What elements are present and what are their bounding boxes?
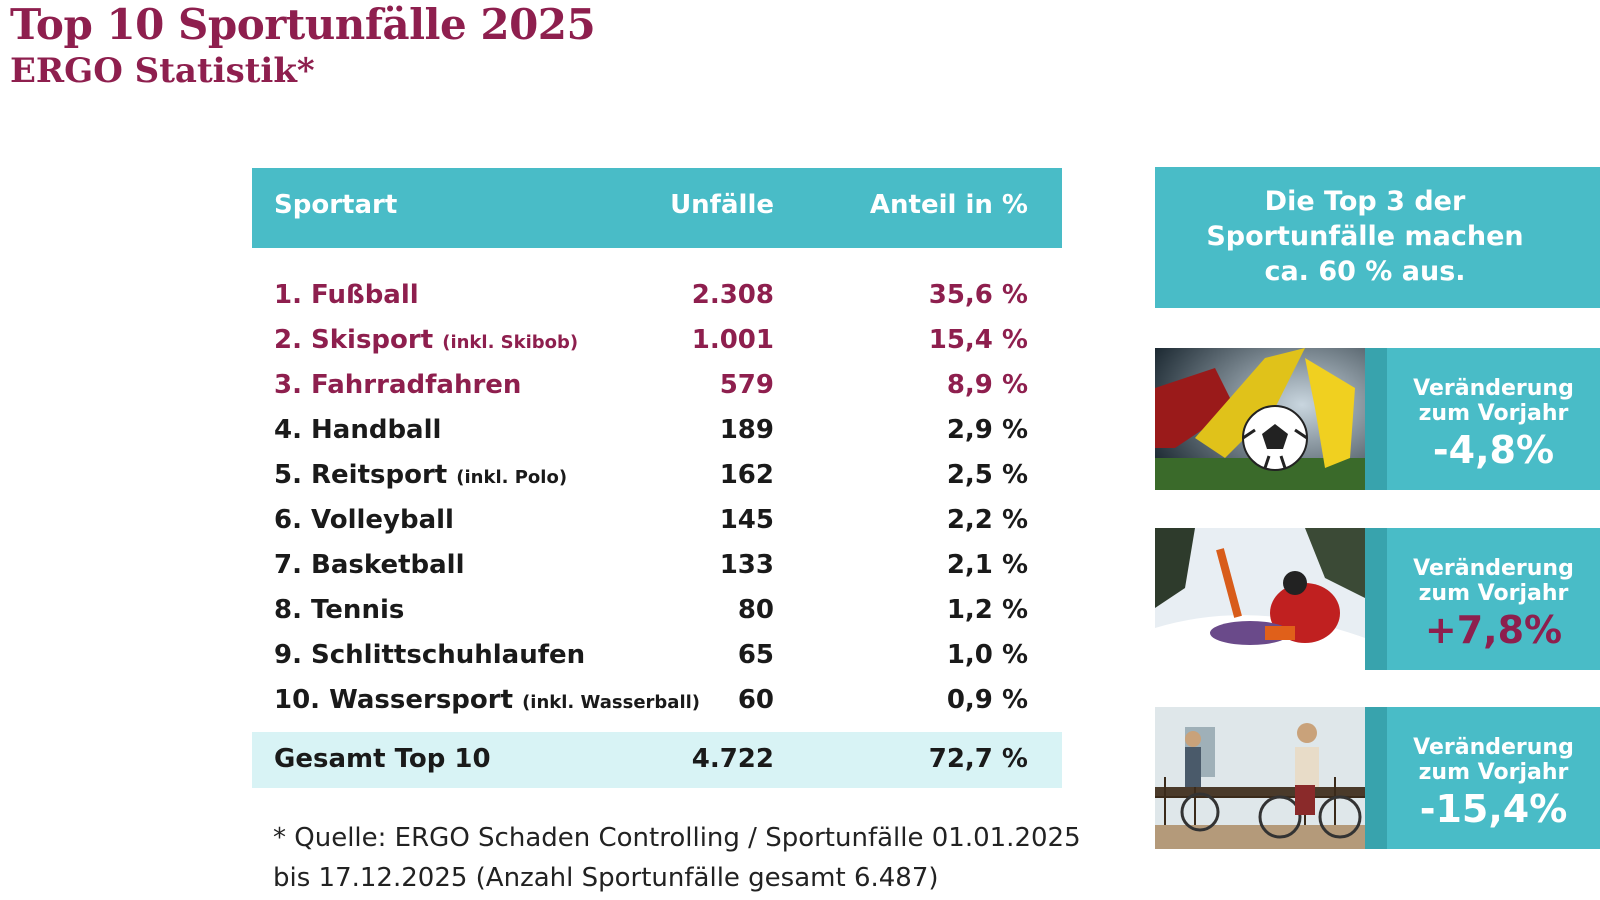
card-stripe bbox=[1365, 528, 1387, 670]
row-unfaelle: 145 bbox=[719, 505, 774, 535]
row-sport-name: 1. Fußball bbox=[274, 280, 419, 310]
card-stripe bbox=[1365, 348, 1387, 490]
change-value: -4,8% bbox=[1432, 428, 1555, 472]
change-label-line-1: Veränderung bbox=[1413, 376, 1574, 401]
change-label: Veränderung zum Vorjahr bbox=[1387, 735, 1600, 785]
row-sport-note: (inkl. Skibob) bbox=[442, 332, 579, 353]
source-line-2: bis 17.12.2025 (Anzahl Sportunfälle gesa… bbox=[273, 863, 939, 893]
row-unfaelle: 60 bbox=[737, 685, 774, 715]
row-sport-name: 5. Reitsport bbox=[274, 460, 448, 490]
table-row: 9. Schlittschuhlaufen 65 1,0 % bbox=[252, 632, 1062, 677]
change-label-line-2: zum Vorjahr bbox=[1418, 760, 1569, 785]
table-row: 10. Wassersport (inkl. Wasserball) 60 0,9 … bbox=[252, 677, 1062, 722]
table-row: 4. Handball 189 2,9 % bbox=[252, 407, 1062, 452]
row-sport-name: 3. Fahrradfahren bbox=[274, 370, 522, 400]
row-sportart: 5. Reitsport (inkl. Polo) bbox=[274, 460, 567, 490]
row-anteil: 8,9 % bbox=[946, 370, 1028, 400]
change-label-line-2: zum Vorjahr bbox=[1418, 581, 1569, 606]
table-header: Sportart Unfälle Anteil in % bbox=[252, 168, 1062, 248]
page-title: Top 10 Sportunfälle 2025 bbox=[10, 0, 596, 49]
callout-line-2: Sportunfälle machen bbox=[1206, 221, 1524, 252]
row-sportart: 2. Skisport (inkl. Skibob) bbox=[274, 325, 578, 355]
row-sportart: 6. Volleyball bbox=[274, 505, 454, 535]
table-row: 3. Fahrradfahren 579 8,9 % bbox=[252, 362, 1062, 407]
source-line-1: * Quelle: ERGO Schaden Controlling / Spo… bbox=[273, 823, 1081, 853]
table-body: 1. Fußball 2.308 35,6 % 2. Skisport (inkl. … bbox=[252, 272, 1062, 722]
total-row: Gesamt Top 10 4.722 72,7 % bbox=[252, 732, 1062, 788]
skisport-photo bbox=[1155, 528, 1365, 670]
change-card-fussball: Veränderung zum Vorjahr -4,8% bbox=[1155, 348, 1600, 490]
change-label-line-1: Veränderung bbox=[1413, 735, 1574, 760]
row-unfaelle: 2.308 bbox=[691, 280, 774, 310]
row-anteil: 2,9 % bbox=[946, 415, 1028, 445]
row-sport-name: 2. Skisport bbox=[274, 325, 434, 355]
change-card-skisport: Veränderung zum Vorjahr +7,8% bbox=[1155, 528, 1600, 670]
total-anteil: 72,7 % bbox=[928, 744, 1028, 774]
row-unfaelle: 133 bbox=[719, 550, 774, 580]
change-value: -15,4% bbox=[1419, 787, 1568, 831]
row-unfaelle: 80 bbox=[737, 595, 774, 625]
total-label: Gesamt Top 10 bbox=[274, 744, 491, 774]
table-row: 5. Reitsport (inkl. Polo) 162 2,5 % bbox=[252, 452, 1062, 497]
row-sportart: 9. Schlittschuhlaufen bbox=[274, 640, 585, 670]
row-sport-name: 9. Schlittschuhlaufen bbox=[274, 640, 586, 670]
row-sport-note: (inkl. Polo) bbox=[456, 467, 568, 488]
card-stripe bbox=[1365, 707, 1387, 849]
row-unfaelle: 1.001 bbox=[691, 325, 774, 355]
row-anteil: 2,2 % bbox=[946, 505, 1028, 535]
header-sportart: Sportart bbox=[274, 190, 398, 220]
change-label-line-2: zum Vorjahr bbox=[1418, 401, 1569, 426]
fussball-photo bbox=[1155, 348, 1365, 490]
row-sport-name: 10. Wassersport bbox=[274, 685, 514, 715]
table-row: 7. Basketball 133 2,1 % bbox=[252, 542, 1062, 587]
table-row: 8. Tennis 80 1,2 % bbox=[252, 587, 1062, 632]
row-anteil: 2,1 % bbox=[946, 550, 1028, 580]
row-sport-name: 4. Handball bbox=[274, 415, 442, 445]
row-anteil: 0,9 % bbox=[946, 685, 1028, 715]
row-anteil: 2,5 % bbox=[946, 460, 1028, 490]
change-value: +7,8% bbox=[1424, 608, 1563, 652]
row-unfaelle: 189 bbox=[719, 415, 774, 445]
row-anteil: 1,0 % bbox=[946, 640, 1028, 670]
row-unfaelle: 579 bbox=[719, 370, 774, 400]
fahrrad-photo bbox=[1155, 707, 1365, 849]
row-anteil: 15,4 % bbox=[928, 325, 1028, 355]
table-row: 1. Fußball 2.308 35,6 % bbox=[252, 272, 1062, 317]
source-note: * Quelle: ERGO Schaden Controlling / Spo… bbox=[273, 818, 1093, 898]
change-label: Veränderung zum Vorjahr bbox=[1387, 556, 1600, 606]
top3-callout: Die Top 3 der Sportunfälle machen ca. 60… bbox=[1155, 167, 1600, 308]
row-sport-name: 8. Tennis bbox=[274, 595, 405, 625]
callout-line-3: ca. 60 % aus. bbox=[1264, 256, 1466, 287]
total-unfaelle: 4.722 bbox=[691, 744, 774, 774]
row-anteil: 35,6 % bbox=[928, 280, 1028, 310]
row-unfaelle: 65 bbox=[737, 640, 774, 670]
page-subtitle: ERGO Statistik* bbox=[10, 51, 315, 91]
row-sportart: 4. Handball bbox=[274, 415, 441, 445]
callout-line-1: Die Top 3 der bbox=[1264, 186, 1466, 217]
row-sportart: 8. Tennis bbox=[274, 595, 404, 625]
row-sportart: 7. Basketball bbox=[274, 550, 465, 580]
row-sport-name: 6. Volleyball bbox=[274, 505, 454, 535]
table-row: 2. Skisport (inkl. Skibob) 1.001 15,4 % bbox=[252, 317, 1062, 362]
row-unfaelle: 162 bbox=[719, 460, 774, 490]
row-sport-name: 7. Basketball bbox=[274, 550, 465, 580]
change-label-line-1: Veränderung bbox=[1413, 556, 1574, 581]
row-sportart: 1. Fußball bbox=[274, 280, 419, 310]
accident-table: Sportart Unfälle Anteil in % 1. Fußball 2… bbox=[252, 168, 1062, 788]
row-sportart: 10. Wassersport (inkl. Wasserball) bbox=[274, 685, 700, 715]
header-unfaelle: Unfälle bbox=[670, 190, 774, 220]
change-card-fahrrad: Veränderung zum Vorjahr -15,4% bbox=[1155, 707, 1600, 849]
row-sport-note: (inkl. Wasserball) bbox=[522, 692, 701, 713]
table-row: 6. Volleyball 145 2,2 % bbox=[252, 497, 1062, 542]
row-anteil: 1,2 % bbox=[946, 595, 1028, 625]
header-anteil: Anteil in % bbox=[869, 190, 1028, 220]
change-label: Veränderung zum Vorjahr bbox=[1387, 376, 1600, 426]
row-sportart: 3. Fahrradfahren bbox=[274, 370, 521, 400]
